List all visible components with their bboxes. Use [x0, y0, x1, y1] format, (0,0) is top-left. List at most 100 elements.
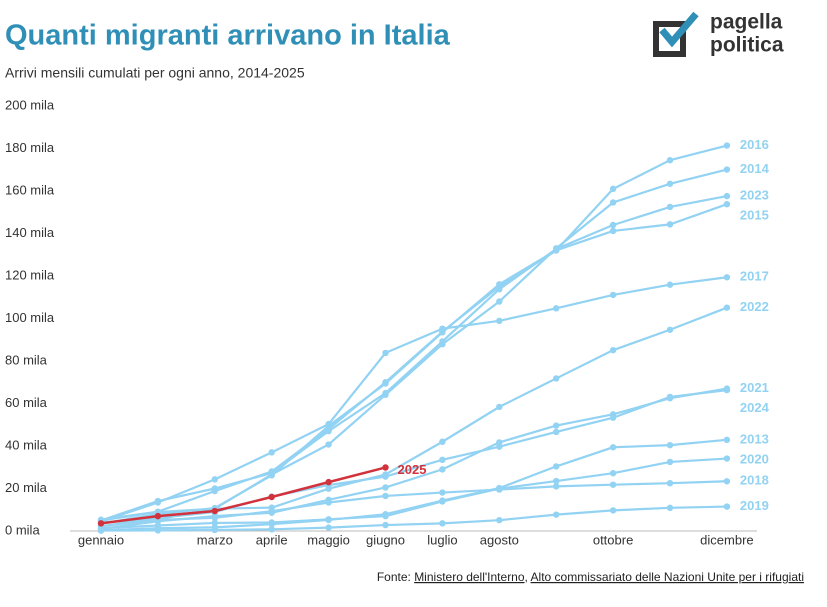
data-point	[553, 247, 560, 254]
data-point	[609, 507, 617, 514]
data-point	[609, 444, 617, 451]
data-point	[723, 386, 731, 394]
data-point	[723, 200, 731, 208]
data-point	[211, 526, 218, 534]
data-point	[382, 512, 389, 520]
data-point	[325, 516, 332, 523]
series-label: 2025	[398, 462, 427, 477]
data-point	[439, 325, 446, 332]
chart-title: Quanti migranti arrivano in Italia	[5, 20, 451, 52]
series-label: 2022	[740, 299, 769, 314]
x-tick-label: luglio	[427, 532, 457, 547]
x-tick-label: agosto	[480, 532, 519, 547]
data-point	[553, 477, 560, 485]
y-tick-label: 0 mila	[5, 522, 40, 537]
data-point	[553, 483, 560, 490]
series-label: 2023	[740, 188, 769, 203]
data-point	[439, 438, 446, 445]
x-tick-label: aprile	[256, 532, 288, 547]
data-point	[723, 436, 731, 444]
data-point	[666, 393, 674, 401]
data-point	[609, 346, 617, 354]
data-point	[382, 492, 389, 500]
logo-text: politica	[710, 34, 784, 57]
data-point	[382, 473, 389, 480]
series-line	[100, 306, 728, 522]
chart-subtitle: Arrivi mensili cumulati per ogni anno, 2…	[5, 65, 305, 81]
data-point	[496, 403, 503, 411]
data-point	[382, 521, 389, 529]
logo-text: pagella	[710, 11, 783, 34]
series-line	[100, 387, 728, 530]
data-point	[723, 455, 731, 462]
data-point	[439, 338, 446, 345]
data-point	[666, 203, 674, 211]
source-link[interactable]: Alto commissariato delle Nazioni Unite p…	[531, 570, 804, 584]
data-point	[268, 472, 275, 479]
data-point	[723, 166, 731, 173]
data-point	[154, 512, 162, 520]
data-point	[496, 443, 503, 450]
series-label: 2020	[740, 451, 769, 466]
data-point	[496, 285, 503, 293]
data-point	[325, 420, 332, 428]
y-tick-label: 60 mila	[5, 395, 48, 410]
data-point	[609, 227, 617, 235]
data-point	[211, 507, 218, 515]
data-point	[211, 476, 218, 483]
data-point	[666, 441, 674, 449]
data-point	[268, 519, 275, 526]
data-point	[97, 527, 105, 534]
y-tick-label: 20 mila	[5, 480, 48, 495]
data-point	[154, 499, 162, 506]
data-point	[496, 317, 503, 325]
data-point	[382, 464, 389, 471]
series-label: 2013	[740, 431, 769, 446]
data-point	[382, 349, 389, 357]
data-point	[553, 422, 560, 429]
x-tick-label: dicembre	[700, 532, 753, 547]
data-point	[268, 493, 275, 501]
data-point	[553, 511, 560, 518]
series-label: 2024	[740, 400, 770, 415]
source-label: Fonte:	[377, 570, 411, 584]
y-tick-label: 200 mila	[5, 97, 55, 112]
data-point	[325, 499, 332, 506]
x-tick-label: maggio	[307, 532, 350, 547]
data-point	[439, 466, 446, 473]
data-point	[325, 478, 332, 486]
data-point	[609, 199, 617, 206]
source-separator: ,	[525, 570, 528, 584]
data-point	[666, 221, 674, 228]
series-line	[100, 195, 728, 522]
data-point	[325, 427, 332, 435]
data-point	[325, 524, 332, 531]
series-line	[100, 466, 386, 525]
logo-check	[659, 11, 699, 48]
data-point	[609, 221, 617, 229]
data-point	[723, 304, 731, 311]
data-point	[553, 305, 560, 312]
data-point	[553, 375, 560, 382]
data-point	[666, 281, 674, 288]
y-tick-label: 40 mila	[5, 437, 48, 452]
x-tick-label: gennaio	[78, 532, 124, 547]
data-point	[439, 520, 446, 527]
data-point	[382, 484, 389, 491]
data-point	[325, 441, 332, 448]
data-point	[609, 185, 617, 193]
series-label: 2017	[740, 269, 769, 284]
data-point	[268, 449, 275, 456]
series-line	[100, 480, 727, 524]
data-point	[496, 516, 503, 524]
x-tick-label: ottobre	[593, 532, 633, 547]
series-label: 2021	[740, 380, 769, 395]
source-link[interactable]: Ministero dell'Interno	[414, 570, 525, 584]
data-point	[211, 519, 218, 527]
data-point	[154, 522, 162, 529]
data-point	[723, 274, 731, 281]
series-line	[100, 438, 728, 532]
data-point	[154, 527, 162, 534]
data-point	[723, 478, 731, 485]
